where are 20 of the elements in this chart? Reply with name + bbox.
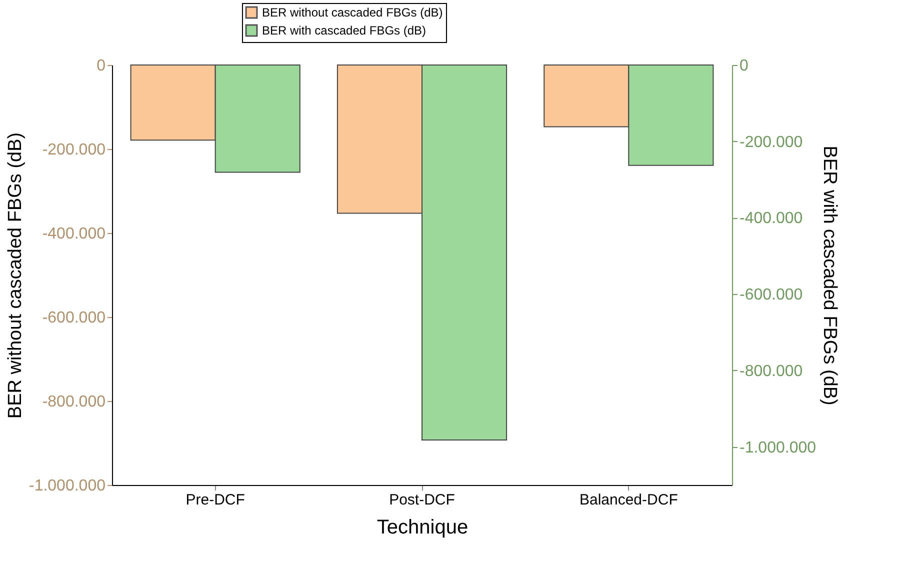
y2-axis-title: BER with cascaded FBGs (dB) [819,146,840,406]
y-axis-title: BER without cascaded FBGs (dB) [4,132,26,419]
legend-label: BER with cascaded FBGs (dB) [262,24,426,38]
y-tick-label: -200.000 [42,142,106,158]
y-tick-label: -800.000 [42,394,106,410]
y2-tick-label: 0 [740,58,748,74]
y2-tick-label: -800.000 [740,362,803,380]
x-tick-label: Post-DCF [389,492,455,508]
y2-tick-label: -600.000 [740,286,803,304]
y2-tick-label: -400.000 [740,210,803,228]
y-tick-label: -1.000.000 [28,478,106,494]
legend-label: BER without cascaded FBGs (dB) [262,6,443,20]
y-tick-label: 0 [96,58,106,74]
x-tick-label: Pre-DCF [186,492,245,508]
y2-tick-label: -1.000.000 [740,439,816,456]
y-tick-label: -600.000 [42,310,106,326]
x-tick-label: Balanced-DCF [579,492,678,508]
y-tick-label: -400.000 [42,226,106,242]
y2-tick-label: -200.000 [740,134,803,151]
x-axis-title: Technique [376,516,468,538]
